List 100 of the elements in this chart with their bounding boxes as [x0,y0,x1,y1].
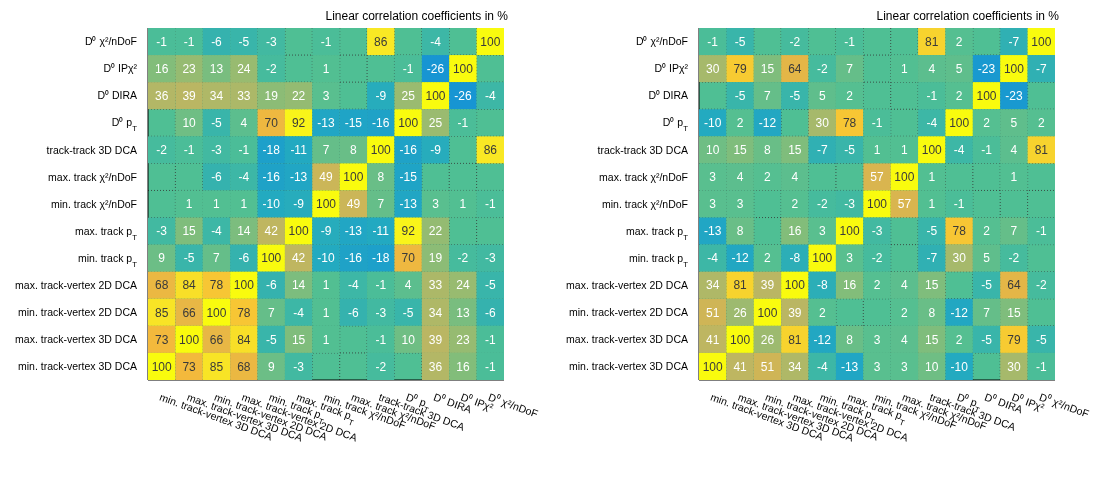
data-label: 36 [155,88,169,103]
data-label: -2 [265,61,277,76]
data-label: 15 [925,332,939,347]
data-label: 68 [155,278,169,293]
data-label: 2 [764,251,772,266]
data-label: -1 [707,34,719,49]
data-label: 1 [873,143,881,158]
data-label: 26 [733,305,748,320]
data-label: -1 [375,278,387,293]
data-label: -4 [816,359,828,374]
data-label: 64 [1007,278,1021,293]
data-label: -4 [953,143,965,158]
data-label: 84 [237,332,251,347]
data-label: -4 [293,305,305,320]
data-label: 33 [237,88,251,103]
data-label: 1 [322,305,330,320]
data-label: -3 [156,224,168,239]
data-label: 39 [428,332,443,347]
data-label: 100 [839,224,860,239]
data-label: 2 [955,88,963,103]
data-label: 2 [1037,115,1045,130]
data-label: -16 [372,115,390,130]
data-label: 34 [788,359,802,374]
data-label: 3 [873,332,881,347]
data-label: 4 [404,278,412,293]
data-label: 5 [818,88,826,103]
data-label: 25 [401,88,416,103]
data-label: 34 [209,88,224,103]
data-label: 30 [952,251,967,266]
data-label: 3 [432,197,440,212]
y-tick-label: min. track-vertex 3D DCA [17,360,137,373]
y-tick-label: D⁰ p$_{T}$ [662,116,689,133]
data-label: 86 [483,143,498,158]
y-tick-label: D⁰ χ²/nDoF [635,35,688,48]
data-label: 100 [730,332,751,347]
data-label: 51 [706,305,720,320]
data-label: 100 [206,305,227,320]
data-label: 57 [897,197,912,212]
data-label: 4 [240,115,248,130]
y-tick-label: min. track χ²/nDoF [601,197,688,210]
data-label: -13 [704,224,722,239]
data-label: 100 [151,359,173,374]
data-label: 4 [1010,143,1018,158]
data-label: -2 [816,197,828,212]
data-label: -5 [981,332,993,347]
data-label: -26 [454,88,472,103]
data-label: 2 [873,278,881,293]
data-label: -1 [953,197,965,212]
data-label: -6 [265,278,277,293]
data-label: 5 [1010,115,1018,130]
data-label: 1 [459,197,467,212]
y-tick-label: max. track-vertex 2D DCA [566,278,688,291]
data-label: 3 [846,251,854,266]
data-label: 7 [377,197,385,212]
data-label: -13 [289,170,308,185]
data-label: -15 [399,170,418,185]
data-label: -8 [789,251,801,266]
data-label: -5 [926,224,938,239]
data-label: -2 [871,251,883,266]
data-label: 42 [291,251,306,266]
data-label: 24 [456,278,470,293]
data-label: 1 [322,278,330,293]
data-label: 100 [921,143,943,158]
data-label: -1 [320,34,332,49]
data-label: 100 [1003,61,1025,76]
data-label: 15 [788,143,802,158]
data-label: 22 [428,224,443,239]
data-label: 100 [398,115,419,130]
data-label: 16 [788,224,802,239]
y-tick-label: max. track p$_{T}$ [75,224,138,242]
data-label: -5 [981,278,993,293]
data-label: 100 [949,115,970,130]
data-label: 25 [428,115,443,130]
data-label: -6 [211,34,223,49]
data-label: -12 [758,115,777,130]
data-label: 10 [182,115,197,130]
data-label: -13 [344,224,363,239]
data-label: 13 [209,61,224,76]
data-label: -5 [265,332,277,347]
data-label: 66 [182,305,197,320]
data-label: -5 [734,34,746,49]
data-label: 9 [158,251,166,266]
data-label: -3 [871,224,883,239]
data-label: 4 [901,332,909,347]
data-label: 81 [788,332,802,347]
data-label: 2 [983,115,991,130]
chart-title: Linear correlation coefficients in % [324,8,509,24]
data-label: 1 [322,332,330,347]
data-label: -18 [262,143,281,158]
data-label: 10 [925,359,939,374]
data-label: -1 [871,115,883,130]
data-label: 7 [983,305,991,320]
data-label: -10 [704,115,722,130]
data-label: 3 [709,197,717,212]
data-label: 78 [842,115,857,130]
data-label: -5 [183,251,195,266]
data-label: -1 [484,359,496,374]
data-label: 64 [788,61,802,76]
y-tick-label: D⁰ IPχ² [103,62,138,75]
data-label: -12 [813,332,832,347]
